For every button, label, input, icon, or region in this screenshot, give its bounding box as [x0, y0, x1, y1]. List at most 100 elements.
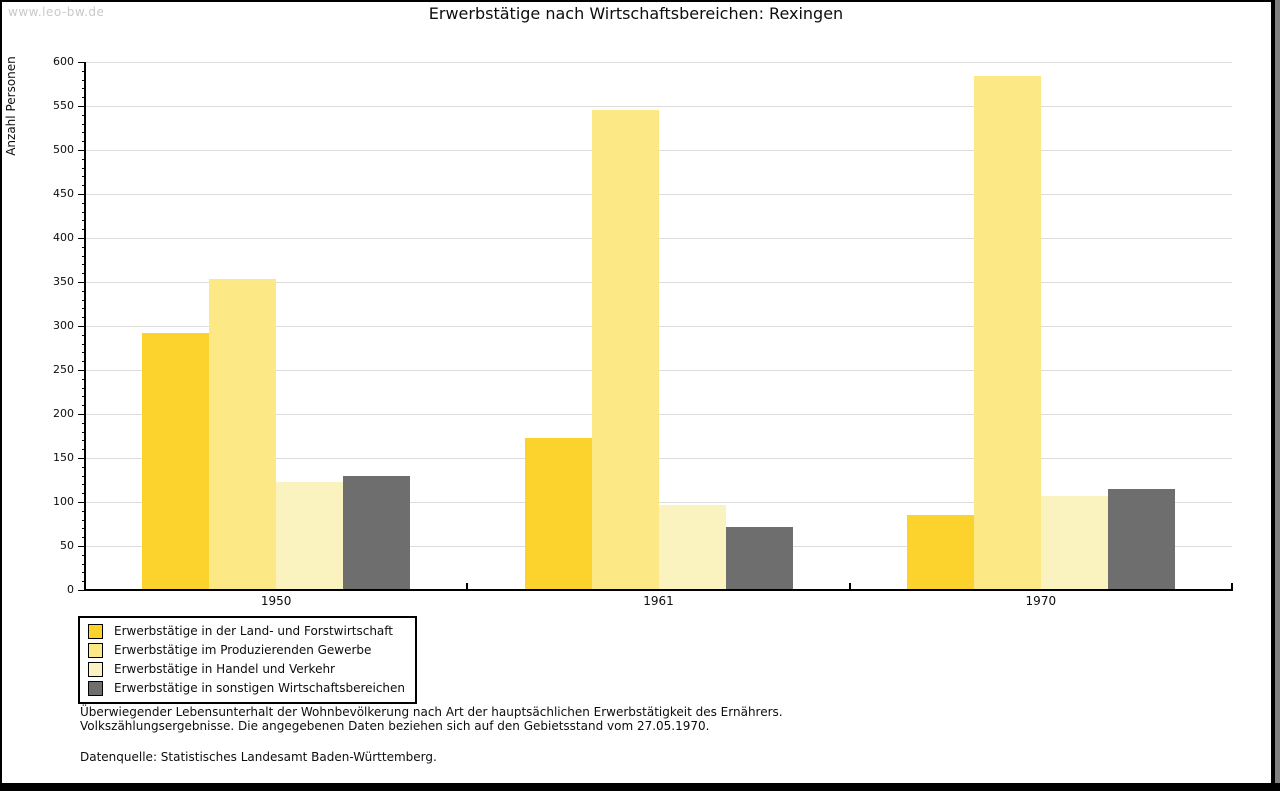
y-tick-20	[82, 572, 85, 574]
y-tick-30	[82, 563, 85, 565]
y-tick-390	[82, 246, 85, 248]
y-tick-100	[78, 502, 85, 503]
y-tick-360	[82, 273, 85, 275]
y-tick-150	[78, 458, 85, 459]
y-tick-40	[82, 554, 85, 556]
y-tick-330	[82, 299, 85, 301]
x-boundary-tick-3	[1231, 583, 1233, 590]
y-tick-370	[82, 264, 85, 266]
legend-swatch-series-4	[88, 680, 103, 696]
y-tick-220	[82, 396, 85, 398]
y-tick-470	[82, 176, 85, 178]
gridline-y300	[85, 326, 1232, 327]
y-tick-label-350: 350	[53, 275, 74, 288]
frame-border-bottom	[0, 783, 1280, 791]
y-tick-10	[82, 581, 85, 583]
y-tick-240	[82, 378, 85, 380]
y-tick-510	[82, 141, 85, 143]
y-tick-label-450: 450	[53, 187, 74, 200]
y-tick-200	[78, 414, 85, 415]
x-category-label-1970: 1970	[1025, 594, 1057, 608]
y-tick-label-100: 100	[53, 495, 74, 508]
y-tick-label-150: 150	[53, 451, 74, 464]
y-tick-490	[82, 158, 85, 160]
x-axis-line	[84, 589, 1233, 591]
legend-label-series-4: Erwerbstätige in sonstigen Wirtschaftsbe…	[114, 681, 406, 695]
y-tick-80	[82, 519, 85, 521]
y-tick-140	[82, 466, 85, 468]
gridline-y150	[85, 458, 1232, 459]
y-tick-550	[78, 106, 85, 107]
y-tick-520	[82, 132, 85, 134]
y-tick-170	[82, 440, 85, 442]
y-tick-label-0: 0	[67, 583, 74, 596]
footnotes: Überwiegender Lebensunterhalt der Wohnbe…	[80, 705, 783, 765]
gridline-y600	[85, 62, 1232, 63]
y-tick-310	[82, 317, 85, 319]
y-tick-290	[82, 334, 85, 336]
y-tick-160	[82, 449, 85, 451]
x-category-label-1950: 1950	[260, 594, 292, 608]
bar-1970-series-3	[1040, 495, 1108, 590]
footnote-line-1: Überwiegender Lebensunterhalt der Wohnbe…	[80, 705, 783, 719]
bar-1961-series-1	[524, 437, 592, 590]
gridline-y400	[85, 238, 1232, 239]
y-tick-180	[82, 431, 85, 433]
y-tick-70	[82, 528, 85, 530]
y-tick-430	[82, 211, 85, 213]
footnote-source: Datenquelle: Statistisches Landesamt Bad…	[80, 750, 437, 764]
y-tick-580	[82, 79, 85, 81]
y-tick-120	[82, 484, 85, 486]
x-category-label-1961: 1961	[643, 594, 674, 608]
bar-1970-series-1	[906, 515, 974, 590]
y-tick-340	[82, 290, 85, 292]
y-tick-570	[82, 88, 85, 90]
y-tick-500	[78, 150, 85, 151]
bar-1950-series-4	[343, 475, 411, 590]
y-tick-350	[78, 282, 85, 283]
y-tick-label-600: 600	[53, 55, 74, 68]
bar-1950-series-1	[142, 333, 210, 590]
legend-swatch-series-3	[88, 661, 103, 677]
legend-item: Erwerbstätige im Produzierenden Gewerbe	[88, 642, 405, 658]
x-boundary-tick-1	[466, 583, 469, 590]
x-boundary-tick-2	[848, 583, 851, 590]
y-tick-label-400: 400	[53, 231, 74, 244]
y-tick-410	[82, 229, 85, 231]
y-tick-560	[82, 97, 85, 99]
y-tick-210	[82, 405, 85, 407]
gridline-y450	[85, 194, 1232, 195]
y-tick-320	[82, 308, 85, 310]
y-tick-label-200: 200	[53, 407, 74, 420]
bar-1961-series-2	[591, 109, 659, 590]
y-tick-label-300: 300	[53, 319, 74, 332]
legend-label-series-3: Erwerbstätige in Handel und Verkehr	[114, 662, 335, 676]
y-tick-label-50: 50	[60, 539, 74, 552]
y-tick-90	[82, 510, 85, 512]
y-tick-260	[82, 361, 85, 363]
y-tick-300	[78, 326, 85, 327]
y-tick-190	[82, 422, 85, 424]
legend-label-series-2: Erwerbstätige im Produzierenden Gewerbe	[114, 643, 372, 657]
gridline-y500	[85, 150, 1232, 151]
chart-title: Erwerbstätige nach Wirtschaftsbereichen:…	[428, 4, 844, 23]
plot-area	[85, 62, 1232, 590]
y-tick-250	[78, 370, 85, 371]
y-tick-480	[82, 167, 85, 169]
y-tick-540	[82, 114, 85, 116]
frame-shadow-right	[1275, 0, 1280, 791]
legend-item: Erwerbstätige in Handel und Verkehr	[88, 661, 405, 677]
y-tick-130	[82, 475, 85, 477]
watermark: www.leo-bw.de	[8, 5, 105, 19]
frame-border-top	[0, 0, 1280, 2]
gridline-y250	[85, 370, 1232, 371]
bar-1950-series-2	[209, 279, 277, 590]
legend-item: Erwerbstätige in der Land- und Forstwirt…	[88, 623, 405, 639]
bar-1970-series-4	[1107, 488, 1175, 590]
legend-item: Erwerbstätige in sonstigen Wirtschaftsbe…	[88, 680, 405, 696]
gridline-y350	[85, 282, 1232, 283]
y-tick-600	[78, 62, 85, 63]
y-tick-110	[82, 493, 85, 495]
y-tick-400	[78, 238, 85, 239]
